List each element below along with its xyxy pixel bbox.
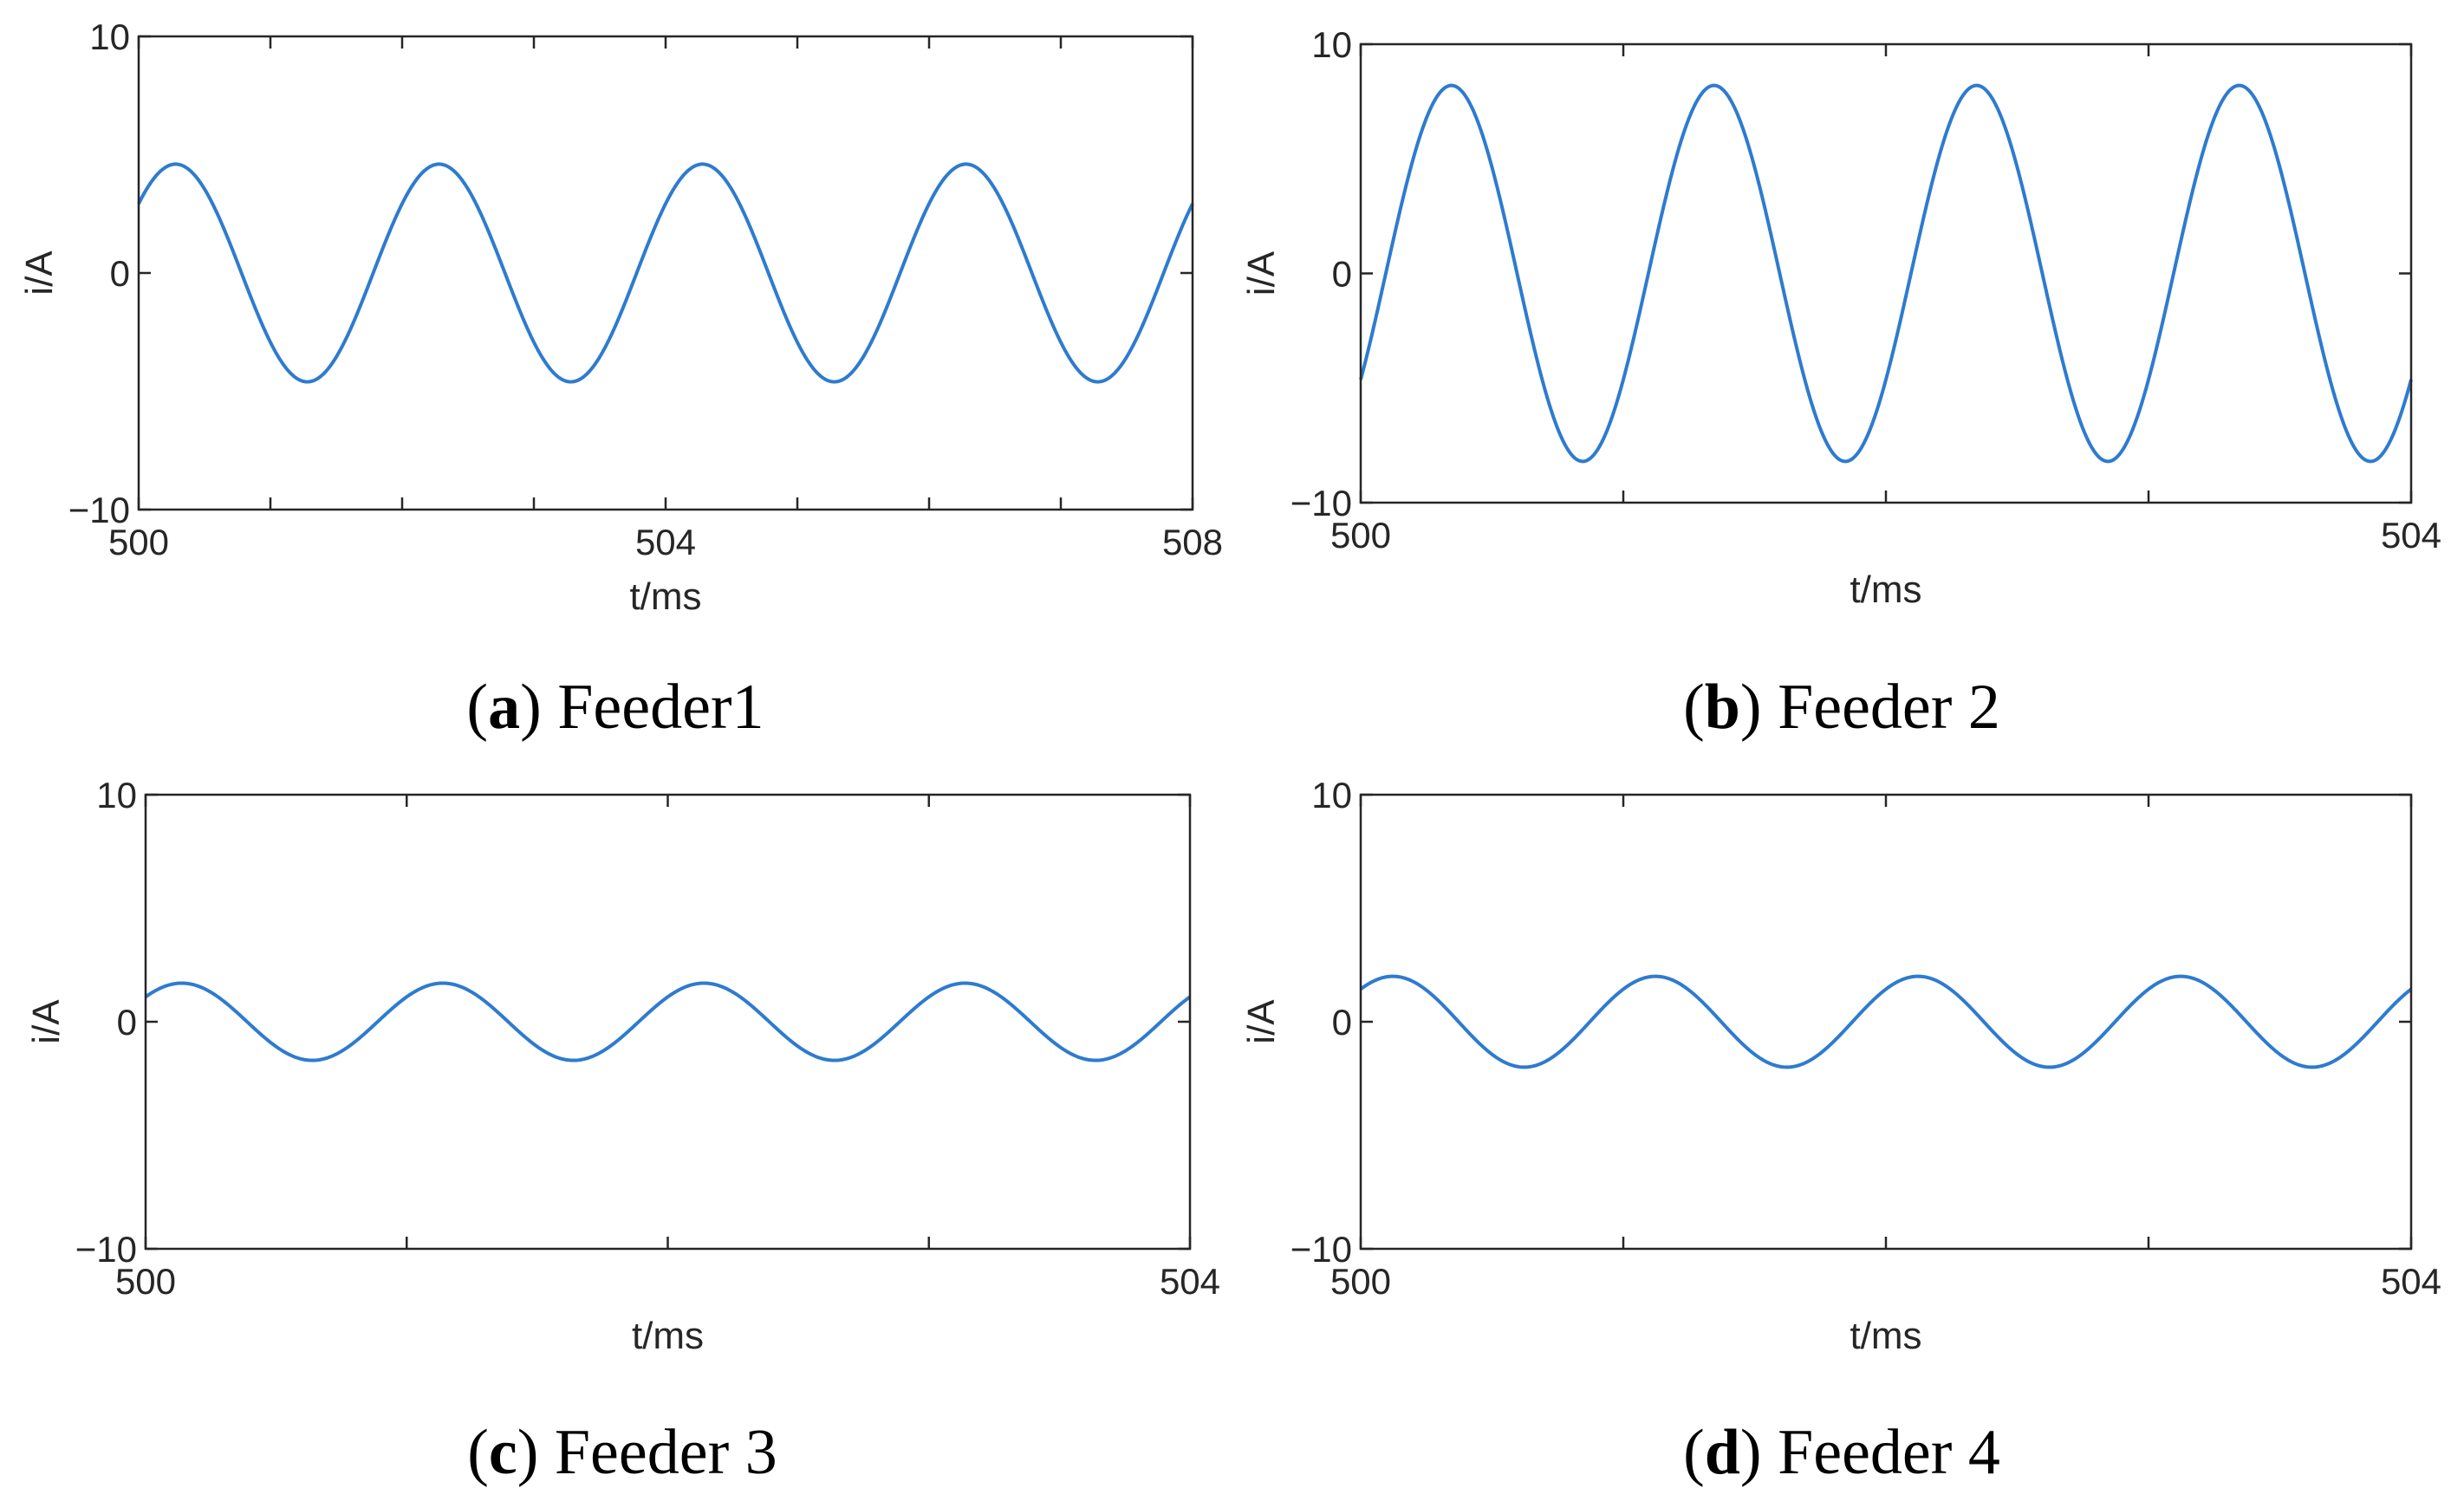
x-tick-label: 504 bbox=[2381, 1261, 2441, 1302]
y-axis-label: i/A bbox=[25, 999, 68, 1044]
y-tick-label: 0 bbox=[117, 1002, 137, 1043]
caption-letter: d bbox=[1705, 1417, 1740, 1488]
caption-open-paren: ( bbox=[1683, 672, 1705, 743]
caption-open-paren: ( bbox=[467, 1417, 489, 1488]
y-tick-label: 10 bbox=[96, 775, 137, 815]
panel-caption: (d) Feeder 4 bbox=[1683, 1417, 2000, 1488]
caption-letter: b bbox=[1705, 672, 1740, 743]
x-tick-label: 500 bbox=[1330, 515, 1391, 556]
caption-close-paren: ) bbox=[520, 672, 557, 743]
y-tick-label: 0 bbox=[1332, 1002, 1352, 1043]
caption-close-paren: ) bbox=[1740, 672, 1778, 743]
y-tick-label: 10 bbox=[89, 16, 130, 57]
panel-caption: (a) Feeder1 bbox=[466, 672, 764, 743]
series-line-0 bbox=[1359, 83, 2413, 464]
caption-close-paren: ) bbox=[517, 1417, 555, 1488]
x-axis-label: t/ms bbox=[1850, 569, 1921, 611]
y-tick-label: −10 bbox=[68, 490, 130, 530]
x-tick-label: 504 bbox=[2381, 515, 2441, 556]
caption-open-paren: ( bbox=[1683, 1417, 1705, 1488]
caption-text: Feeder 2 bbox=[1778, 672, 2000, 743]
x-tick-label: 508 bbox=[1162, 522, 1223, 562]
x-axis-label: t/ms bbox=[629, 575, 701, 618]
x-tick-label: 500 bbox=[115, 1261, 176, 1302]
panel-caption: (b) Feeder 2 bbox=[1683, 672, 2000, 743]
y-axis-label: i/A bbox=[1240, 999, 1283, 1044]
x-tick-label: 500 bbox=[108, 522, 169, 562]
panel-a: 500 504 508 −10 0 10 t/ms i/A (a) Feeder1 bbox=[18, 16, 1223, 743]
caption-letter: a bbox=[488, 672, 520, 743]
caption-text: Feeder1 bbox=[557, 672, 764, 743]
caption-text: Feeder 3 bbox=[555, 1417, 777, 1488]
plot-frame bbox=[1359, 793, 2413, 1251]
x-tick-label: 500 bbox=[1330, 1261, 1391, 1302]
y-axis-label: i/A bbox=[18, 250, 61, 296]
caption-text: Feeder 4 bbox=[1778, 1417, 2000, 1488]
x-axis-label: t/ms bbox=[632, 1315, 704, 1357]
series-line-0 bbox=[137, 162, 1194, 384]
y-tick-label: −10 bbox=[75, 1229, 137, 1270]
x-tick-label: 504 bbox=[635, 522, 696, 562]
panel-c: 500 504 −10 0 10 t/ms i/A (c) Feeder 3 bbox=[25, 775, 1220, 1488]
panel-caption: (c) Feeder 3 bbox=[467, 1417, 777, 1488]
y-tick-label: −10 bbox=[1291, 483, 1352, 523]
caption-open-paren: ( bbox=[466, 672, 488, 743]
x-tick-label: 504 bbox=[1160, 1261, 1220, 1302]
plot-frame bbox=[137, 35, 1194, 511]
y-axis-label: i/A bbox=[1240, 250, 1283, 296]
x-axis-label: t/ms bbox=[1850, 1315, 1921, 1357]
plot-frame bbox=[144, 793, 1192, 1251]
y-tick-label: 0 bbox=[110, 253, 130, 294]
y-tick-label: 0 bbox=[1332, 254, 1352, 295]
y-tick-label: 10 bbox=[1311, 24, 1352, 65]
y-tick-label: −10 bbox=[1291, 1229, 1352, 1270]
panel-b: 500 504 −10 0 10 t/ms i/A (b) Feeder 2 bbox=[1240, 24, 2441, 743]
caption-close-paren: ) bbox=[1740, 1417, 1778, 1488]
caption-letter: c bbox=[489, 1417, 517, 1488]
y-tick-label: 10 bbox=[1311, 775, 1352, 815]
series-line-0 bbox=[1359, 974, 2413, 1069]
panel-d: 500 504 −10 0 10 t/ms i/A (d) Feeder 4 bbox=[1240, 775, 2441, 1488]
series-line-0 bbox=[144, 981, 1192, 1062]
